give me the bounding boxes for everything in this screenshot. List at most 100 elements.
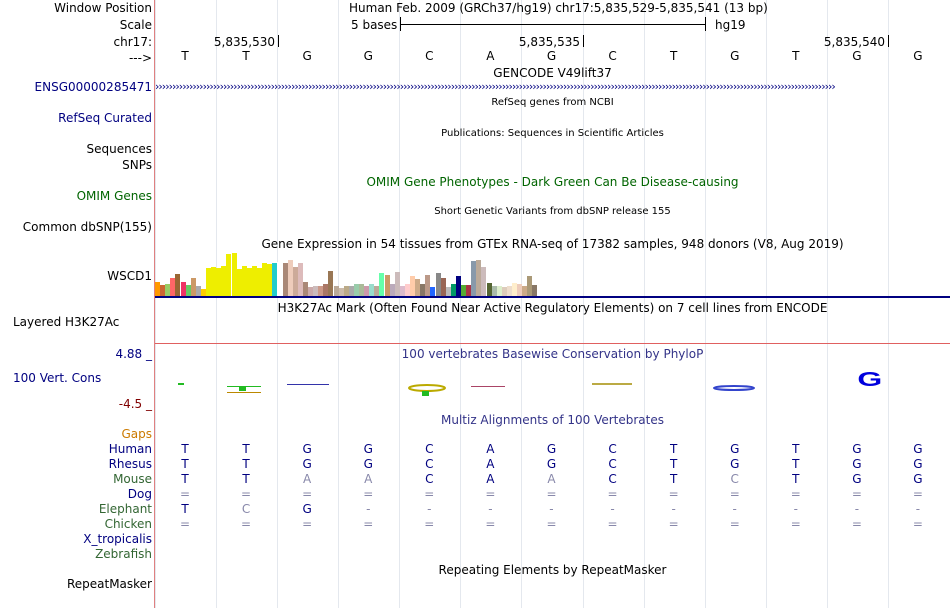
gtex-tissue-bar[interactable]: [236, 269, 242, 296]
species-label[interactable]: Chicken: [104, 517, 152, 531]
gtex-tissue-bar[interactable]: [389, 284, 395, 296]
gtex-tissue-bar[interactable]: [206, 268, 211, 296]
gtex-tissue-bar[interactable]: [297, 263, 303, 296]
gtex-tissue-bar[interactable]: [246, 268, 252, 296]
gtex-tissue-bar[interactable]: [200, 289, 206, 296]
gencode-transcript-feature[interactable]: ››››››››››››››››››››››››››››››››››››››››…: [155, 80, 836, 93]
gtex-tissue-bar[interactable]: [353, 284, 359, 296]
phylop-track-label[interactable]: 100 Vert. Cons: [13, 371, 102, 385]
gtex-tissue-bar[interactable]: [394, 272, 400, 296]
gtex-tissue-bar[interactable]: [267, 264, 273, 296]
gtex-tissue-bar[interactable]: [379, 273, 385, 296]
gtex-tissue-bar[interactable]: [226, 254, 232, 296]
gtex-tissue-bar[interactable]: [430, 287, 436, 296]
gtex-tissue-bar[interactable]: [160, 285, 166, 296]
gtex-tissue-bar[interactable]: [328, 271, 334, 296]
gtex-tissue-bar[interactable]: [262, 263, 268, 296]
gtex-tissue-bar[interactable]: [338, 288, 344, 296]
gtex-tissue-bar[interactable]: [282, 263, 288, 296]
gtex-tissue-bar[interactable]: [308, 287, 313, 296]
phylop-conservation-plot[interactable]: G: [155, 368, 950, 400]
gtex-tissue-bar[interactable]: [175, 274, 181, 296]
gtex-tissue-bar[interactable]: [165, 284, 171, 296]
species-label[interactable]: X_tropicalis: [83, 532, 152, 546]
gtex-tissue-bar[interactable]: [461, 285, 466, 296]
aligned-base: =: [546, 487, 557, 501]
gtex-tissue-bar[interactable]: [287, 260, 293, 296]
h3k27ac-track-label[interactable]: Layered H3K27Ac: [13, 315, 120, 329]
gtex-tissue-bar[interactable]: [435, 273, 441, 296]
gtex-tissue-bar[interactable]: [292, 267, 298, 296]
gtex-tissue-bar[interactable]: [404, 284, 410, 296]
gencode-track-label[interactable]: ENSG00000285471: [34, 80, 152, 94]
gtex-tissue-bar[interactable]: [211, 267, 217, 296]
gtex-tissue-bar[interactable]: [272, 263, 278, 296]
gtex-tissue-bar[interactable]: [496, 286, 502, 296]
gtex-tissue-bar[interactable]: [241, 266, 247, 296]
gtex-tissue-bar[interactable]: [185, 285, 191, 296]
gtex-tissue-bar[interactable]: [216, 268, 222, 296]
snps-track-label[interactable]: SNPs: [122, 158, 152, 172]
gtex-tissue-bar[interactable]: [323, 284, 329, 296]
gtex-expression-chart[interactable]: [155, 251, 538, 296]
gtex-tissue-bar[interactable]: [471, 261, 477, 296]
gtex-tissue-bar[interactable]: [277, 262, 283, 296]
gtex-tissue-bar[interactable]: [343, 286, 349, 296]
aligned-base: G: [852, 442, 862, 456]
gtex-tissue-bar[interactable]: [170, 278, 176, 296]
refseq-track-label[interactable]: RefSeq Curated: [58, 111, 152, 125]
gtex-tissue-bar[interactable]: [455, 276, 461, 296]
gtex-tissue-bar[interactable]: [369, 284, 375, 296]
repeatmasker-track-label[interactable]: RepeatMasker: [66, 577, 152, 591]
gtex-tissue-bar[interactable]: [257, 268, 262, 296]
gtex-tissue-bar[interactable]: [313, 286, 319, 296]
gtex-tissue-bar[interactable]: [364, 286, 370, 296]
species-label[interactable]: Elephant: [98, 502, 152, 516]
gtex-track-label[interactable]: WSCD1: [107, 269, 152, 283]
gtex-tissue-bar[interactable]: [359, 284, 364, 296]
aligned-base: -: [671, 502, 676, 516]
gtex-tissue-bar[interactable]: [522, 286, 528, 296]
gtex-tissue-bar[interactable]: [445, 287, 451, 296]
publications-track-label[interactable]: Sequences: [86, 142, 152, 156]
gtex-tissue-bar[interactable]: [221, 266, 227, 296]
gtex-tissue-bar[interactable]: [384, 275, 390, 296]
gtex-tissue-bar[interactable]: [425, 275, 431, 296]
gtex-tissue-bar[interactable]: [410, 276, 415, 296]
species-label[interactable]: Dog: [127, 487, 152, 501]
gtex-tissue-bar[interactable]: [231, 253, 237, 296]
gtex-tissue-bar[interactable]: [486, 283, 492, 296]
gtex-tissue-bar[interactable]: [195, 286, 201, 296]
gtex-tissue-bar[interactable]: [415, 279, 421, 296]
gtex-tissue-bar[interactable]: [399, 286, 405, 296]
species-label[interactable]: Human: [108, 442, 152, 456]
gtex-gene-bar[interactable]: [155, 296, 950, 298]
gtex-tissue-bar[interactable]: [476, 260, 482, 296]
gtex-tissue-bar[interactable]: [532, 285, 538, 296]
gtex-tissue-bar[interactable]: [517, 284, 523, 296]
gtex-tissue-bar[interactable]: [190, 278, 196, 296]
species-label[interactable]: Zebrafish: [95, 547, 152, 561]
gtex-tissue-bar[interactable]: [420, 284, 426, 296]
gtex-tissue-bar[interactable]: [481, 267, 487, 296]
gtex-tissue-bar[interactable]: [506, 286, 512, 296]
gtex-tissue-bar[interactable]: [374, 286, 380, 296]
gtex-tissue-bar[interactable]: [180, 282, 186, 296]
gtex-tissue-bar[interactable]: [348, 286, 354, 296]
gtex-tissue-bar[interactable]: [251, 266, 257, 296]
gtex-tissue-bar[interactable]: [155, 282, 160, 296]
species-label[interactable]: Mouse: [113, 472, 152, 486]
gtex-tissue-bar[interactable]: [512, 283, 517, 296]
gtex-tissue-bar[interactable]: [333, 286, 339, 296]
gtex-tissue-bar[interactable]: [491, 286, 497, 296]
gtex-tissue-bar[interactable]: [318, 286, 324, 296]
gtex-tissue-bar[interactable]: [527, 276, 533, 296]
gtex-tissue-bar[interactable]: [440, 278, 446, 296]
gtex-tissue-bar[interactable]: [302, 282, 308, 296]
gtex-tissue-bar[interactable]: [466, 285, 472, 296]
dbsnp-track-label[interactable]: Common dbSNP(155): [22, 220, 152, 234]
species-label[interactable]: Rhesus: [108, 457, 152, 471]
gtex-tissue-bar[interactable]: [450, 284, 456, 296]
omim-track-label[interactable]: OMIM Genes: [76, 189, 152, 203]
gtex-tissue-bar[interactable]: [501, 287, 507, 296]
